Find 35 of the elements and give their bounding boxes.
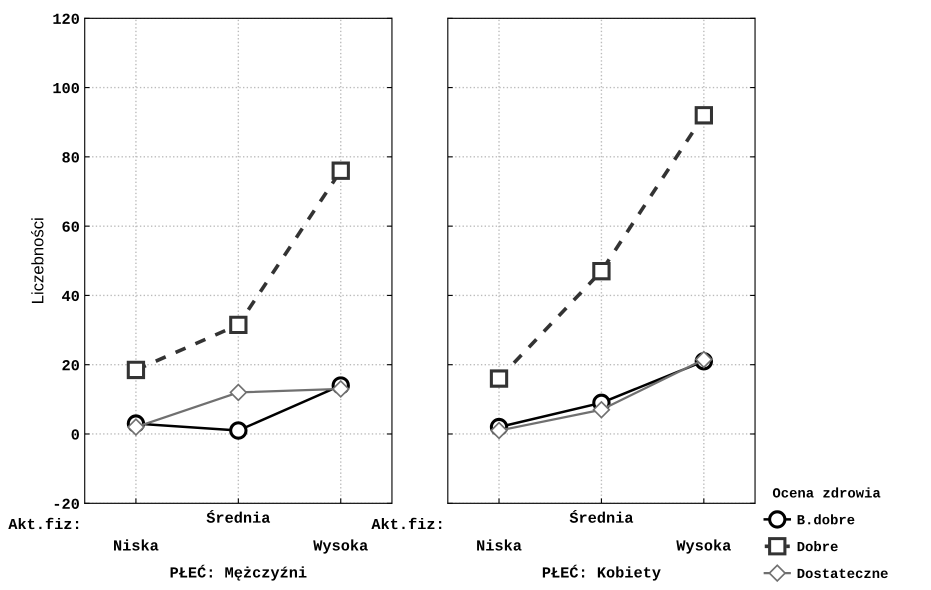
y-tick-label: -20 [54, 498, 79, 509]
y-tick-label: 20 [62, 360, 79, 370]
legend-label: Dobre [798, 541, 838, 552]
x-tick-label: Niska [114, 539, 158, 551]
text: Akt.fiz: [8, 518, 78, 530]
y-tick-label: 100 [53, 82, 79, 94]
y-axis-title: Liczebności [31, 218, 44, 303]
x-axis-title: PŁEĆ: Kobiety [542, 564, 661, 581]
point [126, 360, 146, 380]
point [229, 316, 248, 334]
x-tick-label: Wysoka [676, 539, 731, 554]
point [490, 422, 508, 440]
point [490, 369, 508, 388]
y-tick-label: 80 [62, 152, 79, 163]
x-axis-title: PŁEĆ: Mężczyźni [170, 564, 306, 581]
point [332, 380, 350, 398]
legend-title: Ocena zdrowia [772, 487, 880, 498]
point [332, 162, 350, 180]
point [230, 384, 248, 402]
x-tick-label: Średnia [570, 510, 634, 523]
point [694, 106, 714, 124]
x-tick-label: Niska [477, 539, 522, 551]
point [592, 262, 611, 280]
point [229, 421, 248, 440]
x-tick-label: Średnia [206, 510, 270, 523]
x-tick-label: Wysoka [313, 539, 368, 554]
legend-label: Dostateczne [798, 568, 888, 578]
text: Akt.fiz: [371, 518, 442, 530]
y-tick-label: 40 [62, 290, 79, 302]
y-tick-label: 0 [72, 429, 79, 440]
legend-label: B.dobre [798, 514, 854, 524]
y-tick-label: 120 [53, 14, 79, 24]
point [592, 401, 610, 418]
point [127, 418, 145, 436]
y-tick-label: 60 [62, 221, 79, 232]
